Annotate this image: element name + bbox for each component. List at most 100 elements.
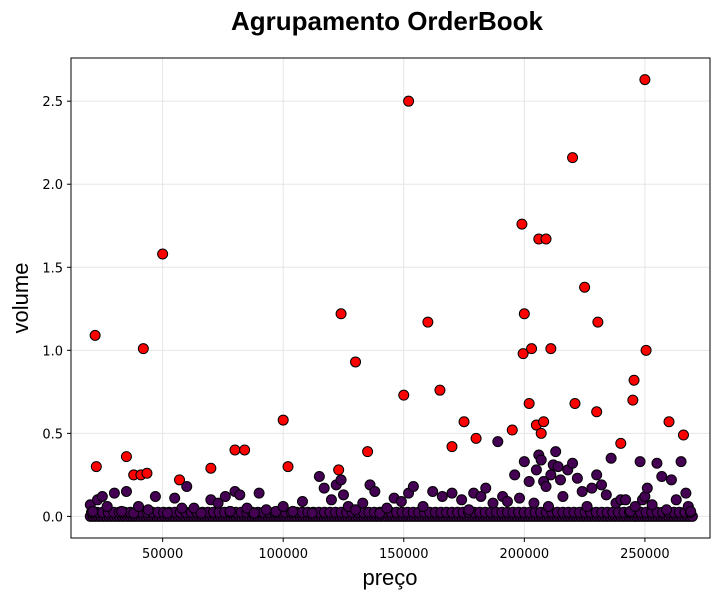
scatter-point [458,416,470,428]
scatter-point [595,479,607,491]
x-axis-ticks: 50000 100000 150000 200000 250000 [142,538,670,562]
scatter-point [248,507,260,519]
scatter-point [627,394,639,406]
scatter-point [277,500,289,512]
scatter-point [212,497,224,509]
scatter-point [620,494,632,506]
scatter-point [661,504,673,516]
scatter-point [523,397,535,409]
scatter-point [141,467,153,479]
scatter-point [656,471,668,483]
scatter-point [600,489,612,501]
scatter-point [446,487,458,499]
scatter-point [398,389,410,401]
scatter-point [634,456,646,468]
scatter-point [670,494,682,506]
scatter-point [470,432,482,444]
scatter-point [325,494,337,506]
scatter-point [229,444,241,456]
scatter-point [535,427,547,439]
y-axis-label: volume [8,263,33,334]
scatter-point [576,485,588,497]
scatter-point [350,504,362,516]
scatter-point [427,485,439,497]
scatter-point [540,481,552,493]
scatter-point [116,505,128,517]
scatter-point [456,494,468,506]
scatter-point [542,500,554,512]
scatter-point [176,502,188,514]
scatter-point [571,472,583,484]
scatter-point [335,308,347,320]
scatter-point [335,474,347,486]
scatter-point [174,474,186,486]
plot-frame [70,57,711,539]
scatter-point [579,281,591,293]
scatter-point [506,424,518,436]
scatter-point [407,481,419,493]
scatter-point [518,308,530,320]
scatter-point [629,500,641,512]
scatter-point [313,471,325,483]
y-axis-ticks: 0.0 0.5 1.0 1.5 2.0 2.5 [42,95,71,525]
scatter-point [518,456,530,468]
scatter-point [108,487,120,499]
scatter-point [205,462,217,474]
scatter-point [480,482,492,494]
scatter-point [665,474,677,486]
scatter-point [195,507,207,519]
x-tick-label: 200000 [500,547,550,562]
y-tick-label: 1.0 [42,344,63,359]
scatter-point [287,505,299,517]
scatter-point [567,152,579,164]
scatter-point [90,461,102,473]
scatter-point [545,469,557,481]
scatter-point [260,504,272,516]
y-tick-label: 2.5 [42,95,63,110]
scatter-point [142,504,154,516]
x-tick-label: 250000 [620,547,670,562]
scatter-point [509,469,521,481]
scatter-point [475,490,487,502]
scatter-point [446,441,458,453]
scatter-point [463,504,475,516]
y-tick-label: 2.0 [42,178,63,193]
scatter-point [615,437,627,449]
scatter-point [239,444,251,456]
x-tick-label: 100000 [258,547,308,562]
scatter-point [591,406,603,418]
scatter-point [554,474,566,486]
scatter-point [395,495,407,507]
scatter-point [535,454,547,466]
scatter-point [157,248,169,260]
scatter-point [592,316,604,328]
scatter-point [87,505,99,517]
scatter-point [680,487,692,499]
scatter-point [337,489,349,501]
scatter-point [540,233,552,245]
scatter-point [149,490,161,502]
scatter-point [545,343,557,355]
scatter-point [306,507,318,519]
scatter-point [514,492,526,504]
scatter-point [436,490,448,502]
y-tick-label: 0.0 [42,510,63,525]
scatter-point [501,495,513,507]
scatter-point [517,348,529,360]
scatter-point [369,485,381,497]
chart-title: Agrupamento OrderBook [231,6,544,36]
scatter-point [605,452,617,464]
scatter-point [677,429,689,441]
scatter-point [640,344,652,356]
scatter-point [567,457,579,469]
scatter-point [639,74,651,86]
scatter-point [434,384,446,396]
scatter-point [133,500,145,512]
scatter-point [675,456,687,468]
scatter-point [516,218,528,230]
scatter-point [651,457,663,469]
scatter-point [253,487,265,499]
scatter-point [381,502,393,514]
x-tick-label: 150000 [379,547,429,562]
